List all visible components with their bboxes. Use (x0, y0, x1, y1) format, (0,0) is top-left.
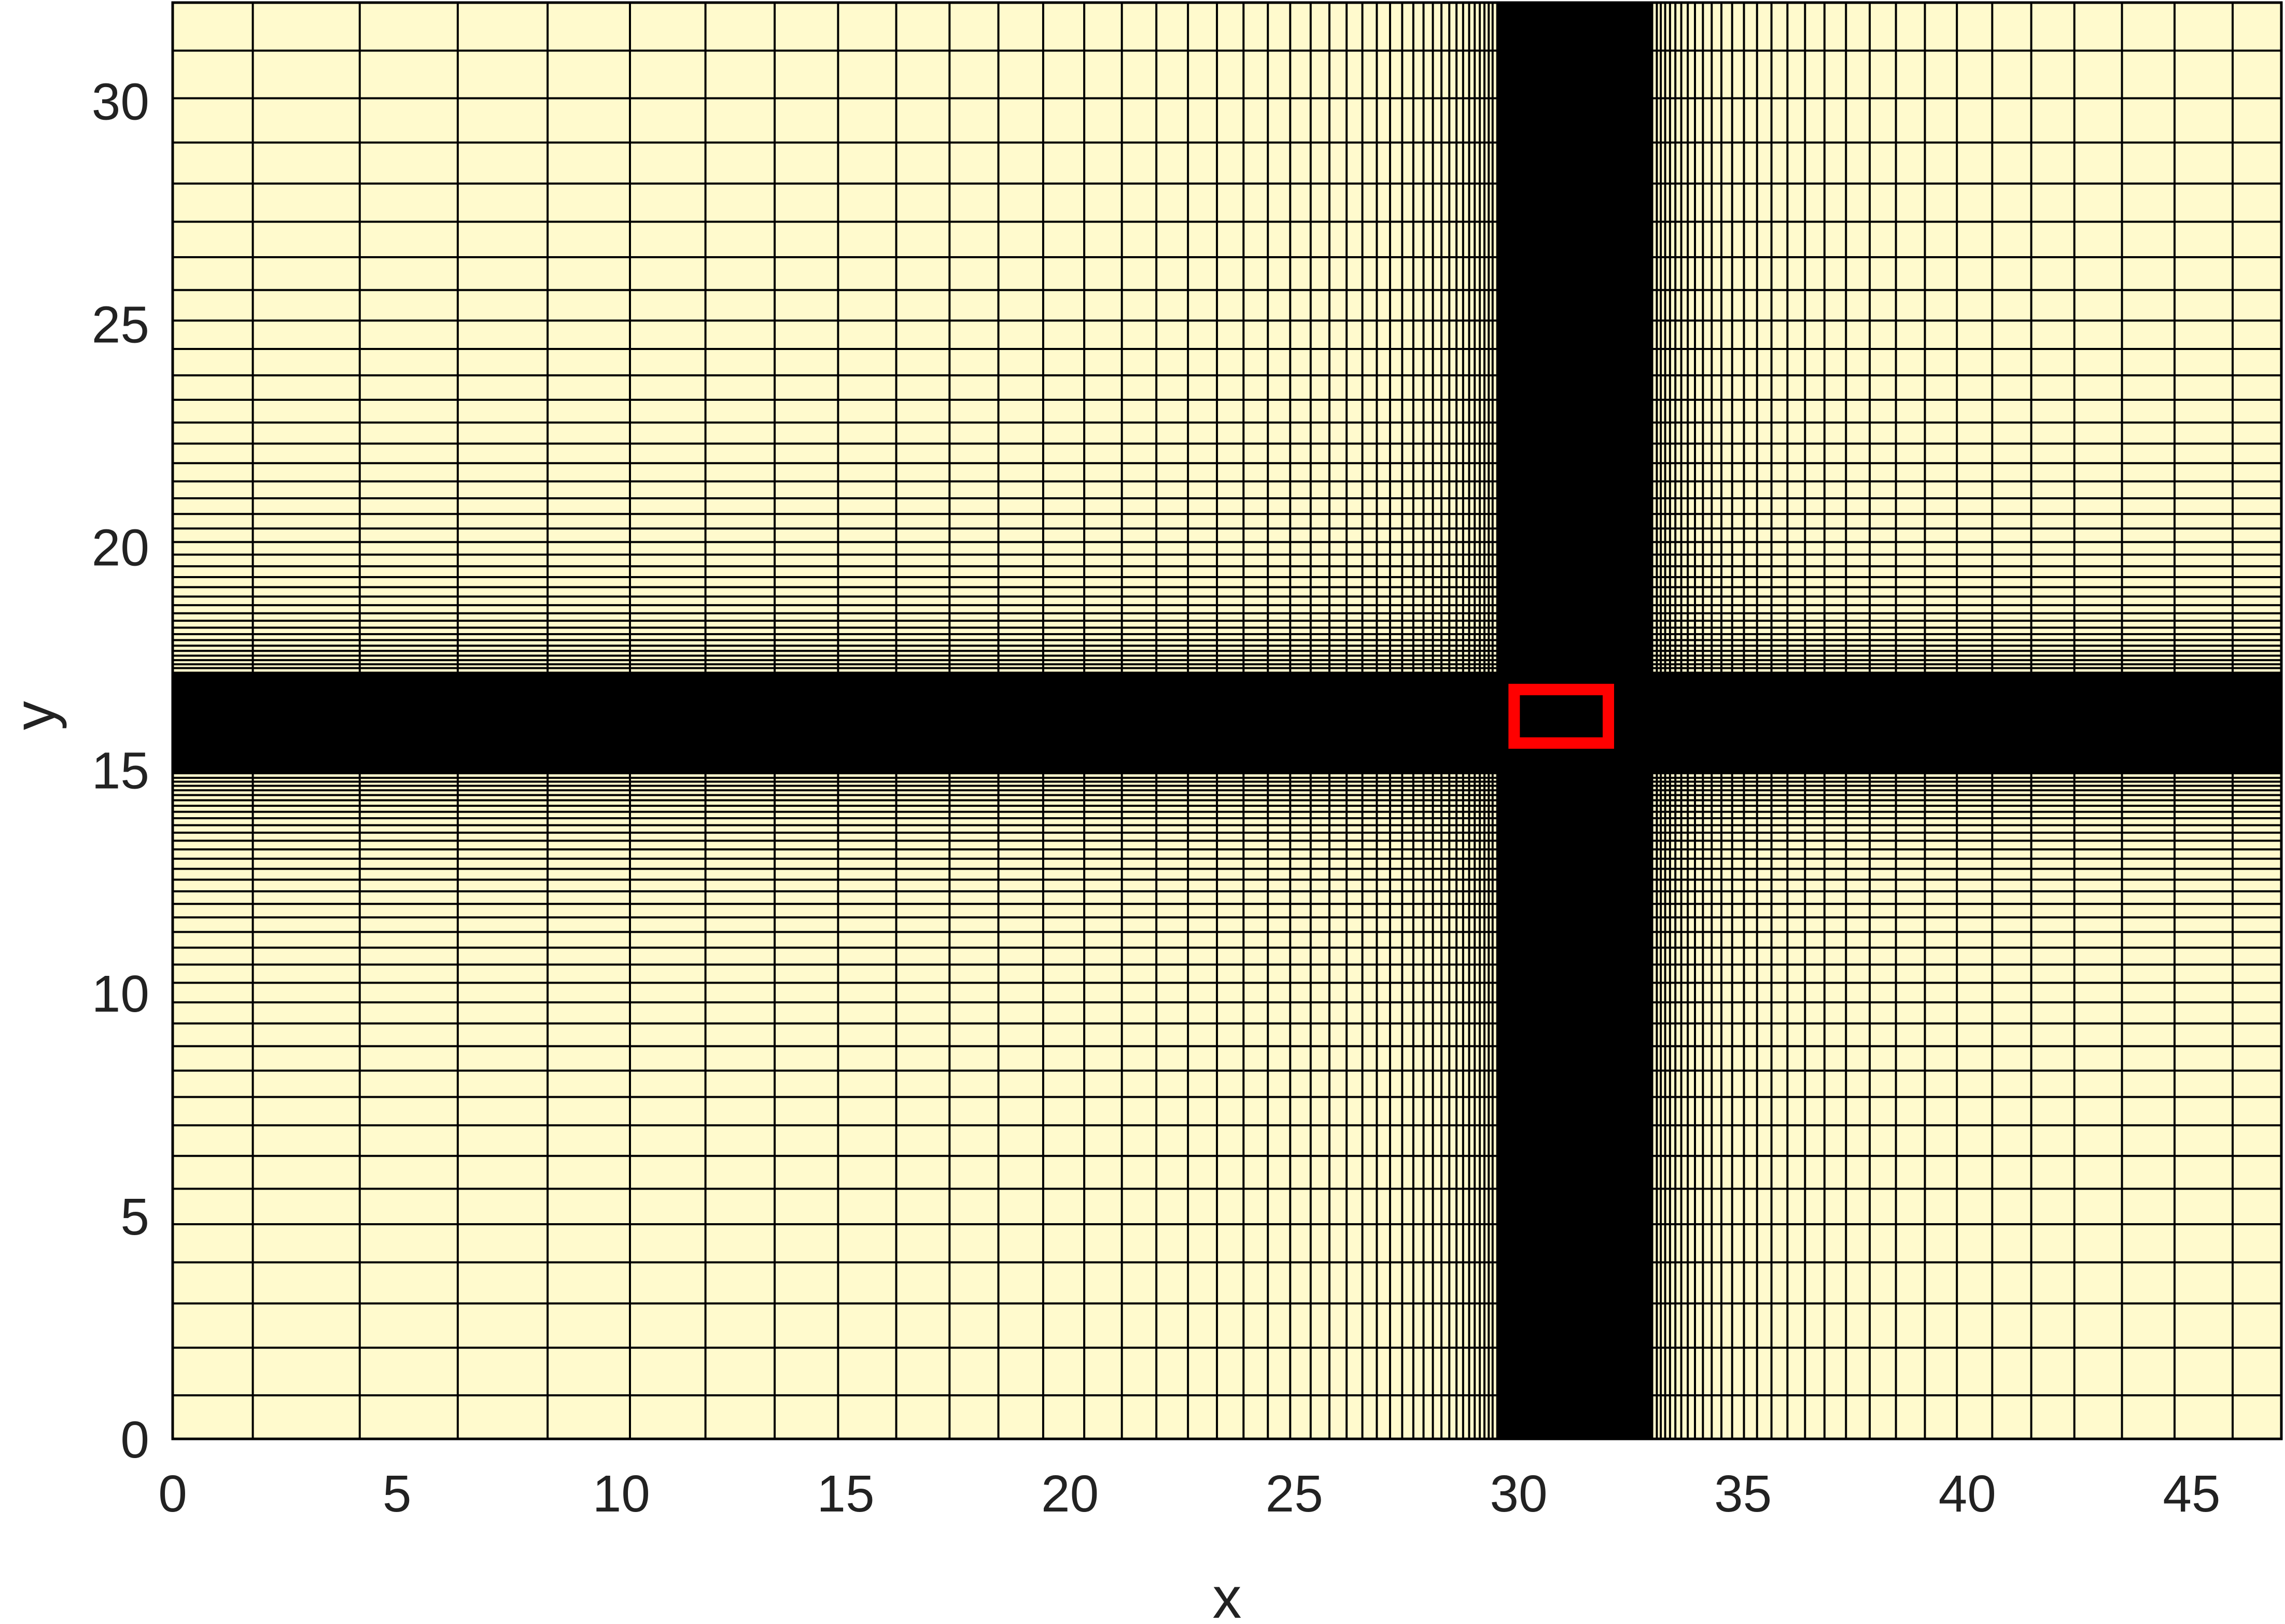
x-tick-label: 0 (158, 1465, 187, 1523)
y-axis-label: y (2, 701, 67, 730)
x-tick-label: 45 (2163, 1465, 2220, 1523)
x-tick-label: 30 (1490, 1465, 1547, 1523)
plot-area (171, 1, 2283, 1440)
mesh-horizontal-lines (173, 49, 2281, 1396)
y-tick-label: 0 (120, 1411, 149, 1469)
y-tick-label: 20 (92, 519, 149, 577)
x-tick-labels: 0 5 10 15 20 25 30 35 40 45 (158, 1465, 2220, 1523)
y-tick-label: 25 (92, 296, 149, 354)
x-tick-label: 40 (1939, 1465, 1996, 1523)
y-tick-label: 30 (92, 73, 149, 131)
highlight-box (1508, 683, 1615, 749)
x-tick-label: 5 (383, 1465, 412, 1523)
y-tick-label: 10 (92, 965, 149, 1023)
y-tick-labels: 0 5 10 15 20 25 30 (92, 73, 149, 1469)
mesh-vertical-lines (251, 3, 2234, 1439)
x-tick-label: 35 (1714, 1465, 1772, 1523)
fine-mesh-band-horizontal (173, 671, 2281, 775)
x-axis-label: x (1213, 1565, 1242, 1624)
x-tick-label: 15 (817, 1465, 874, 1523)
y-tick-label: 15 (92, 742, 149, 800)
y-tick-label: 5 (120, 1188, 149, 1246)
x-tick-label: 10 (593, 1465, 650, 1523)
x-tick-label: 20 (1041, 1465, 1099, 1523)
plot-frame (171, 1, 2283, 1440)
x-tick-label: 25 (1266, 1465, 1323, 1523)
fine-mesh-regions (173, 3, 2281, 1439)
